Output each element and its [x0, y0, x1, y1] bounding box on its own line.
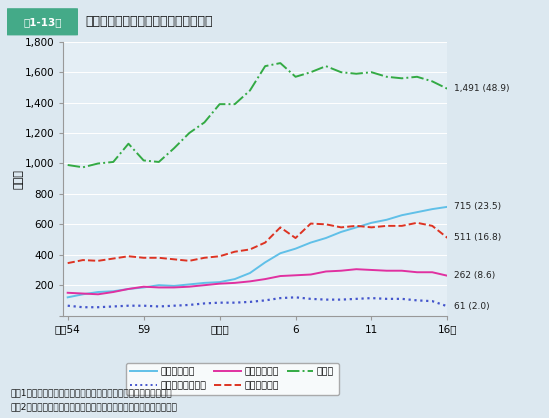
Text: 262 (8.6): 262 (8.6): [453, 271, 495, 280]
Text: 第1-13図: 第1-13図: [23, 17, 61, 27]
Text: 1,491 (48.9): 1,491 (48.9): [453, 84, 509, 93]
Text: 高齢者の状態別交通事故死者数の推移: 高齢者の状態別交通事故死者数の推移: [85, 15, 212, 28]
Y-axis label: （人）: （人）: [13, 169, 23, 189]
Legend: 自動車乗車中, 自動二輪車乗車中, 原付車乗車中, 自転車乗用中, 歩行中: 自動車乗車中, 自動二輪車乗車中, 原付車乗車中, 自転車乗用中, 歩行中: [126, 363, 339, 395]
Text: 61 (2.0): 61 (2.0): [453, 302, 489, 311]
Text: 2　（　）内は、高齢者の状態別死者数の構成率（％）である。: 2 （ ）内は、高齢者の状態別死者数の構成率（％）である。: [11, 402, 178, 411]
Text: 注　1　警察庁資料による。ただし、「その他」は省略している。: 注 1 警察庁資料による。ただし、「その他」は省略している。: [11, 388, 172, 397]
Text: 511 (16.8): 511 (16.8): [453, 233, 501, 242]
FancyBboxPatch shape: [5, 9, 80, 35]
Text: 715 (23.5): 715 (23.5): [453, 202, 501, 212]
